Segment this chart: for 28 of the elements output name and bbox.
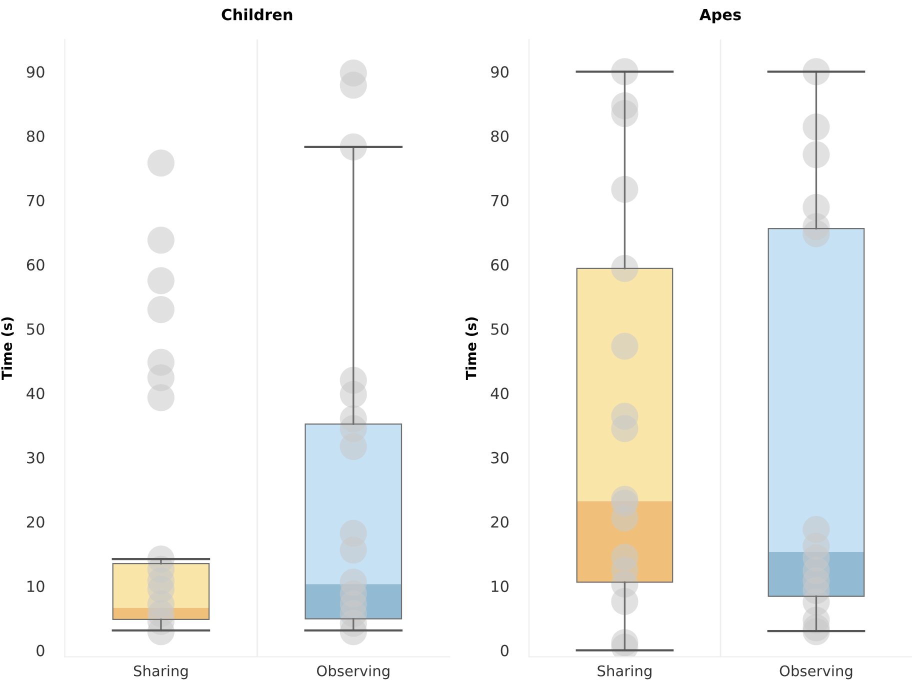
x-tick-label: Observing xyxy=(316,665,390,680)
y-tick-label: 20 xyxy=(26,516,44,528)
y-tick-label: 30 xyxy=(27,452,44,464)
x-tick-label: Sharing xyxy=(134,665,188,680)
y-tick-label: 80 xyxy=(26,130,44,142)
y-tick-label: 90 xyxy=(26,66,44,78)
y-tick-label: 70 xyxy=(491,194,508,206)
y-tick-label: 60 xyxy=(26,259,44,271)
y-tick-label: 10 xyxy=(28,580,44,592)
y-tick-label: 70 xyxy=(27,194,44,206)
y-tick-label: 0 xyxy=(36,644,44,656)
chart-title: Apes xyxy=(699,8,741,24)
y-tick-label: 40 xyxy=(490,388,508,400)
chart-title: Children xyxy=(222,8,292,20)
y-tick-label: 30 xyxy=(491,452,508,464)
x-tick-label: Observing xyxy=(780,665,852,680)
y-tick-label: 40 xyxy=(26,388,44,400)
y-tick-label: 10 xyxy=(492,580,508,592)
y-tick-label: 80 xyxy=(491,130,508,142)
y-tick-label: 90 xyxy=(491,66,508,78)
y-axis-title: Time (s) xyxy=(466,317,478,380)
y-axis-title: Time (s) xyxy=(1,317,14,380)
y-tick-label: 50 xyxy=(491,323,508,335)
y-tick-label: 0 xyxy=(500,644,508,656)
y-tick-label: 20 xyxy=(491,516,508,528)
x-tick-label: Sharing xyxy=(598,665,652,680)
y-tick-label: 50 xyxy=(27,323,44,335)
y-tick-label: 60 xyxy=(491,259,508,271)
